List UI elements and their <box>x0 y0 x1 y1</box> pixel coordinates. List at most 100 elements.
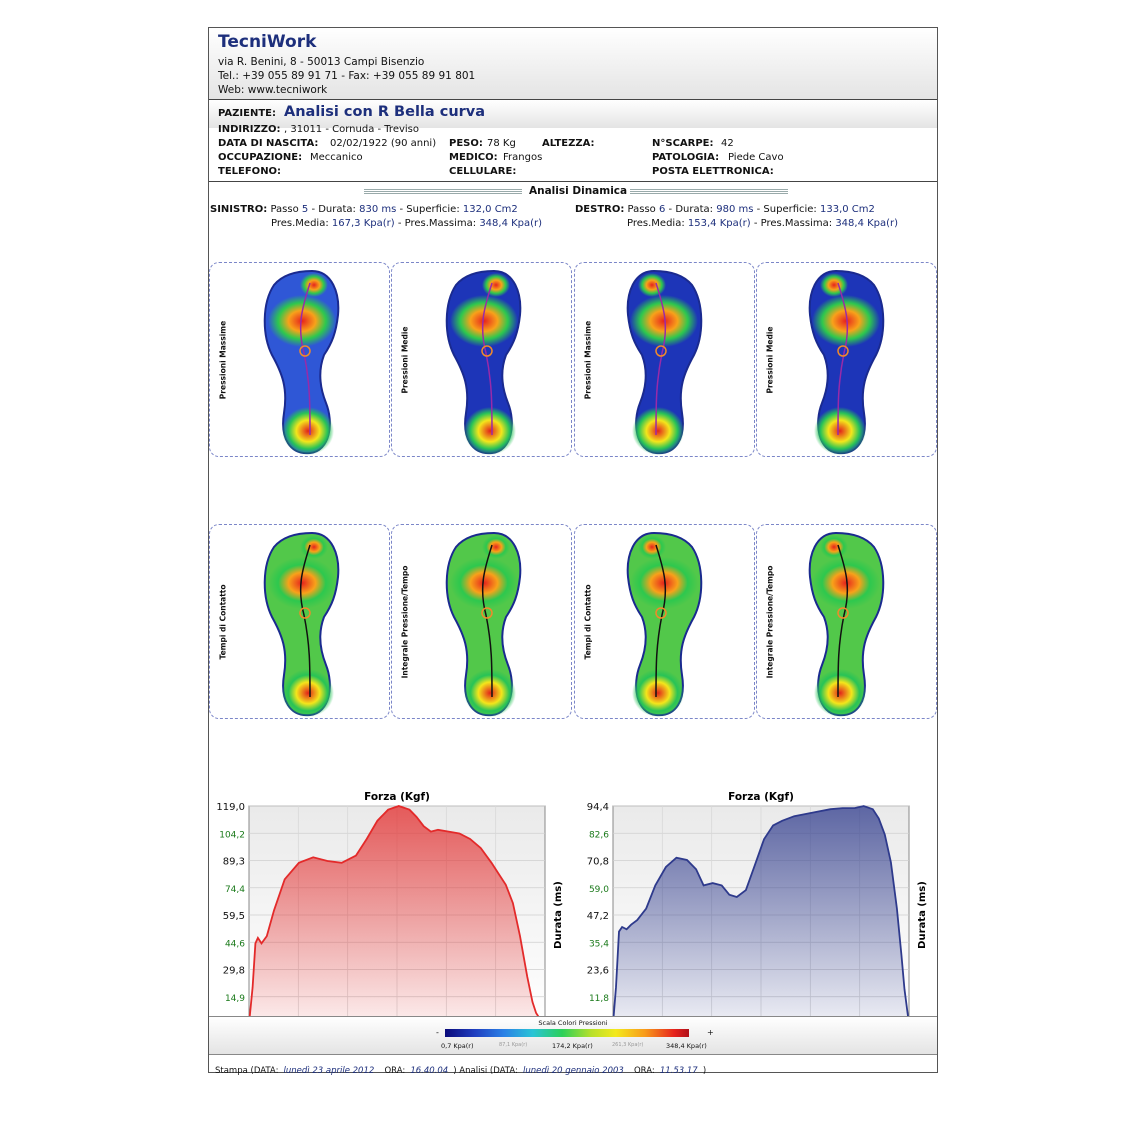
durata-value: 830 ms <box>359 204 397 215</box>
center-of-pressure-line <box>299 282 311 436</box>
y-tick-label: 23,6 <box>587 966 609 977</box>
company-name: TecniWork <box>218 32 317 52</box>
center-of-pressure-line <box>655 544 667 698</box>
center-marker <box>837 345 849 357</box>
doctor-label: MEDICO: <box>449 152 498 163</box>
footprint-heatmap <box>626 269 703 455</box>
media-value: 167,3 Kpa(r) <box>331 218 395 229</box>
superficie-value: 132,0 Cm2 <box>462 204 518 215</box>
print-time-label: ORA: <box>384 1066 406 1076</box>
footprint-panel: Integrale Pressione/Tempo <box>756 524 937 719</box>
birth-value: 02/02/1922 (90 anni) <box>330 138 437 149</box>
media-label: Pres.Media: <box>271 218 329 229</box>
forefoot-hotspot <box>630 557 698 609</box>
y-tick-label: 70,8 <box>587 857 609 868</box>
heel-hotspot <box>814 407 866 455</box>
forefoot-hotspot <box>268 295 336 347</box>
heel-hotspot <box>632 407 684 455</box>
pathology-value: Piede Cavo <box>728 152 784 163</box>
superficie-value: 133,0 Cm2 <box>820 204 875 215</box>
axis-label: Durata (ms) <box>553 881 564 949</box>
y-tick-label: 82,6 <box>589 830 609 840</box>
footprint-panel: Pressioni Medie <box>391 262 572 457</box>
occupation-label: OCCUPAZIONE: <box>218 152 303 163</box>
analysis-time: 11.53.17 <box>659 1066 698 1076</box>
forefoot-hotspot <box>812 557 880 609</box>
footprint-panel: Pressioni Massime <box>209 262 390 457</box>
durata-value: 980 ms <box>716 204 754 215</box>
left-side-label: SINISTRO: <box>210 204 268 215</box>
toe-hotspot <box>482 273 510 297</box>
heel-hotspot <box>632 669 684 717</box>
occupation-value: Meccanico <box>310 152 363 163</box>
force-line <box>612 805 910 1025</box>
scale-plus: + <box>707 1028 714 1037</box>
height-label: ALTEZZA: <box>542 138 595 149</box>
center-marker <box>299 607 311 619</box>
passo-label: Passo <box>270 204 299 215</box>
analysis-label: ) Analisi (DATA: <box>453 1066 518 1076</box>
center-marker <box>481 345 493 357</box>
footprint-panel: Tempi di Contatto <box>209 524 390 719</box>
scale-minus: - <box>436 1028 439 1037</box>
y-tick-label: 119,0 <box>216 802 245 813</box>
footprint-panel: Tempi di Contatto <box>574 524 755 719</box>
forefoot-hotspot <box>812 295 880 347</box>
footer: Stampa (DATA: lunedì 23 aprile 2012 ORA:… <box>215 1058 706 1077</box>
left-summary-line2: Pres.Media: 167,3 Kpa(r) - Pres.Massima:… <box>271 218 542 229</box>
color-scale-gradient <box>445 1029 689 1037</box>
center-marker <box>655 345 667 357</box>
center-of-pressure-line <box>837 282 849 436</box>
toe-hotspot <box>820 273 848 297</box>
center-marker <box>655 607 667 619</box>
company-phone: Tel.: +39 055 89 91 71 - Fax: +39 055 89… <box>218 70 476 82</box>
birth-label: DATA DI NASCITA: <box>218 138 319 149</box>
superficie-label: - Superficie: <box>399 204 460 215</box>
dynamic-title: Analisi Dinamica <box>529 185 628 197</box>
patient-name: Analisi con R Bella curva <box>284 104 486 120</box>
shoes-label: N°SCARPE: <box>652 138 714 149</box>
massima-value: 348,4 Kpa(r) <box>479 218 543 229</box>
toe-hotspot <box>300 273 328 297</box>
y-tick-label: 94,4 <box>587 802 609 813</box>
toe-hotspot <box>820 535 848 559</box>
durata-label: - Durata: <box>668 204 714 215</box>
toe-hotspot <box>638 535 666 559</box>
company-header <box>209 28 937 99</box>
toe-hotspot <box>300 535 328 559</box>
color-scale-title: Scala Colori Pressioni <box>538 1019 608 1027</box>
forefoot-hotspot <box>268 557 336 609</box>
pathology-label: PATOLOGIA: <box>652 152 720 163</box>
weight-value: 78 Kg <box>487 138 516 149</box>
scale-value-1: 87,1 Kpa(r) <box>499 1042 528 1048</box>
right-force-chart: 94,482,670,859,047,235,423,611,801633274… <box>573 766 933 1041</box>
center-of-pressure-line <box>837 544 849 698</box>
scale-value-4: 348,4 Kpa(r) <box>666 1042 707 1050</box>
phone-label: TELEFONO: <box>218 166 282 177</box>
y-tick-label: 89,3 <box>223 857 245 868</box>
decorative-rule <box>364 189 522 195</box>
passo-value: 6 <box>658 204 666 215</box>
force-line <box>248 805 546 1025</box>
left-force-chart-svg: 119,0104,289,374,459,544,629,814,9013827… <box>216 791 564 1041</box>
y-tick-label: 14,9 <box>225 994 245 1004</box>
toe-hotspot <box>638 273 666 297</box>
footprint-heatmap <box>626 531 703 717</box>
cell-label: CELLULARE: <box>449 166 517 177</box>
patient-header <box>209 100 937 128</box>
company-address: via R. Benini, 8 - 50013 Campi Bisenzio <box>218 56 425 68</box>
superficie-label: - Superficie: <box>756 204 817 215</box>
y-tick-label: 44,6 <box>225 939 245 949</box>
center-of-pressure-line <box>299 544 311 698</box>
forefoot-hotspot <box>450 295 518 347</box>
print-time: 16.40.04 <box>410 1066 449 1076</box>
massima-label: - Pres.Massima: <box>753 218 833 229</box>
heel-hotspot <box>814 669 866 717</box>
heel-hotspot <box>282 669 334 717</box>
passo-value: 5 <box>301 204 309 215</box>
footprint-panel: Pressioni Medie <box>756 262 937 457</box>
scale-value-0: 0,7 Kpa(r) <box>441 1042 474 1050</box>
center-of-pressure-line <box>655 282 667 436</box>
massima-label: - Pres.Massima: <box>397 218 477 229</box>
axis-label: Durata (ms) <box>917 881 928 949</box>
